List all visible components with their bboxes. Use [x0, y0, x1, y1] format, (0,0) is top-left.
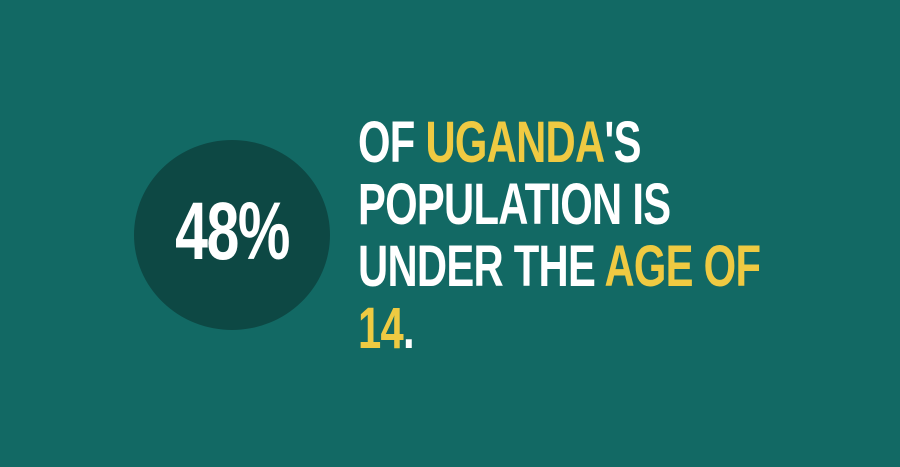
headline: OF UGANDA'S POPULATION IS UNDER THE AGE …	[358, 112, 761, 360]
headline-text: UNDER THE	[358, 234, 605, 299]
headline-line-1: OF UGANDA'S	[358, 112, 732, 174]
headline-line-4: 14.	[358, 298, 732, 360]
headline-text: .	[403, 296, 415, 361]
stat-value: 48%	[175, 186, 290, 277]
headline-text: POPULATION IS	[358, 172, 671, 237]
headline-text: OF	[358, 110, 426, 175]
headline-line-2: POPULATION IS	[358, 174, 732, 236]
headline-highlight-country: UGANDA	[425, 110, 605, 175]
headline-line-3: UNDER THE AGE OF	[358, 234, 761, 299]
headline-highlight-number: 14	[358, 296, 404, 361]
headline-text: 'S	[604, 110, 641, 175]
stat-circle: 48%	[134, 140, 330, 330]
headline-highlight-age: AGE OF	[604, 234, 761, 299]
